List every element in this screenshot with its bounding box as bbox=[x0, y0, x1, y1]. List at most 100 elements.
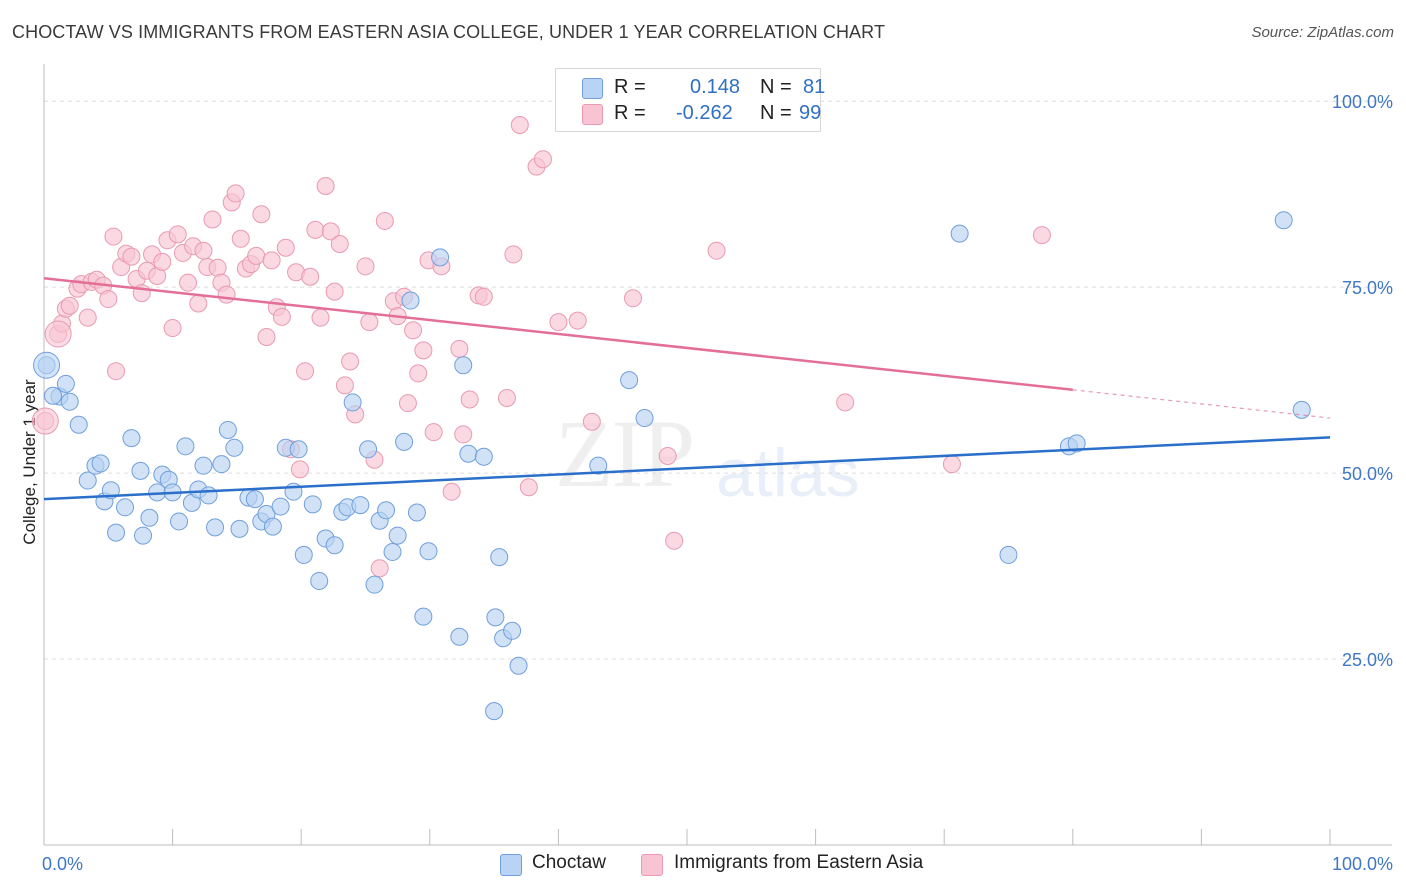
choctaw-point bbox=[459, 444, 478, 463]
choctaw-point bbox=[1292, 400, 1311, 419]
choctaw-point bbox=[635, 409, 654, 428]
bottom-legend-swatch-pink bbox=[641, 854, 663, 876]
y-tick-label: 75.0% bbox=[1342, 278, 1393, 298]
immigrants-point bbox=[658, 446, 677, 465]
immigrants-point-large bbox=[44, 320, 72, 348]
source-label: Source: ZipAtlas.com bbox=[1251, 24, 1394, 41]
choctaw-point bbox=[294, 545, 313, 564]
immigrants-point bbox=[262, 251, 281, 270]
choctaw-point bbox=[485, 702, 504, 721]
legend-r-value: -0.262 bbox=[676, 102, 733, 124]
immigrants-point bbox=[104, 227, 123, 246]
choctaw-point bbox=[503, 621, 522, 640]
choctaw-point bbox=[230, 519, 249, 538]
bottom-legend-swatch-blue bbox=[500, 854, 522, 876]
choctaw-point bbox=[419, 542, 438, 561]
immigrants-point bbox=[99, 290, 118, 309]
choctaw-point bbox=[131, 461, 150, 480]
immigrants-point bbox=[60, 296, 79, 315]
legend-r-value: 0.148 bbox=[690, 76, 741, 98]
choctaw-point bbox=[44, 386, 63, 405]
legend-n-value: 81 bbox=[803, 76, 826, 98]
immigrants-point bbox=[460, 390, 479, 409]
immigrants-point bbox=[231, 229, 250, 248]
immigrants-point bbox=[306, 220, 325, 239]
immigrants-point bbox=[321, 222, 340, 241]
legend-n-value: 99 bbox=[799, 102, 822, 124]
choctaw-point bbox=[454, 356, 473, 375]
choctaw-point bbox=[263, 517, 282, 536]
immigrants-point bbox=[163, 319, 182, 338]
choctaw-point bbox=[388, 526, 407, 545]
choctaw-point bbox=[589, 456, 608, 475]
choctaw-point bbox=[395, 432, 414, 451]
choctaw-point bbox=[431, 248, 450, 267]
choctaw-point bbox=[116, 498, 135, 517]
choctaw-point bbox=[950, 224, 969, 243]
choctaw-point bbox=[310, 571, 329, 590]
choctaw-point bbox=[1067, 434, 1086, 453]
choctaw-point bbox=[359, 440, 378, 459]
immigrants-point bbox=[836, 393, 855, 412]
immigrants-point bbox=[454, 425, 473, 444]
immigrants-point bbox=[442, 482, 461, 501]
choctaw-point bbox=[107, 523, 126, 542]
choctaw-point bbox=[170, 512, 189, 531]
choctaw-point bbox=[199, 486, 218, 505]
immigrants-point bbox=[424, 423, 443, 442]
immigrants-point bbox=[296, 362, 315, 381]
choctaw-point bbox=[101, 481, 120, 500]
choctaw-point bbox=[407, 503, 426, 522]
immigrants-point bbox=[257, 327, 276, 346]
immigrants-point bbox=[409, 364, 428, 383]
choctaw-point bbox=[486, 608, 505, 627]
choctaw-point bbox=[91, 454, 110, 473]
y-tick-label: 100.0% bbox=[1332, 92, 1393, 112]
choctaw-point bbox=[999, 545, 1018, 564]
choctaw-point bbox=[225, 438, 244, 457]
choctaw-point bbox=[56, 374, 75, 393]
immigrants-point bbox=[122, 247, 141, 266]
immigrants-point bbox=[356, 257, 375, 276]
immigrants-point-large bbox=[31, 407, 59, 435]
immigrants-point bbox=[168, 225, 187, 244]
choctaw-point-large bbox=[33, 351, 61, 379]
immigrants-point bbox=[370, 559, 389, 578]
immigrants-point bbox=[252, 205, 271, 224]
immigrants-point bbox=[665, 531, 684, 550]
choctaw-point bbox=[383, 542, 402, 561]
legend-swatch-blue bbox=[582, 78, 603, 99]
immigrants-point bbox=[414, 341, 433, 360]
immigrants-point bbox=[1032, 226, 1051, 245]
choctaw-point bbox=[194, 456, 213, 475]
legend-n-label: N = bbox=[760, 102, 792, 124]
immigrants-point bbox=[497, 388, 516, 407]
immigrants-point bbox=[504, 245, 523, 264]
immigrants-point bbox=[316, 176, 335, 195]
correlation-legend: R = 0.148 N = 81 R = -0.262 N = 99 bbox=[555, 68, 825, 132]
choctaw-point bbox=[122, 429, 141, 448]
choctaw-point bbox=[271, 497, 290, 516]
immigrants-point bbox=[474, 287, 493, 306]
choctaw-point bbox=[289, 440, 308, 459]
watermark-atlas: atlas bbox=[716, 435, 860, 511]
immigrants-point bbox=[226, 184, 245, 203]
immigrants-point bbox=[549, 313, 568, 332]
x-tick-label: 0.0% bbox=[42, 854, 83, 874]
choctaw-point bbox=[69, 415, 88, 434]
legend-n-label: N = bbox=[760, 76, 792, 98]
immigrants-trend-extension bbox=[1072, 389, 1331, 419]
choctaw-point bbox=[401, 291, 420, 310]
immigrants-trend-line bbox=[43, 276, 1073, 392]
choctaw-point bbox=[134, 526, 153, 545]
bottom-legend-label: Choctaw bbox=[532, 852, 606, 873]
chart-title: CHOCTAW VS IMMIGRANTS FROM EASTERN ASIA … bbox=[12, 22, 886, 42]
immigrants-point bbox=[107, 362, 126, 381]
choctaw-trend-line bbox=[43, 436, 1331, 501]
choctaw-point bbox=[1274, 211, 1293, 230]
choctaw-point bbox=[414, 607, 433, 626]
choctaw-point bbox=[490, 548, 509, 567]
legend-r-label: R = bbox=[614, 76, 646, 98]
immigrants-point bbox=[330, 235, 349, 254]
